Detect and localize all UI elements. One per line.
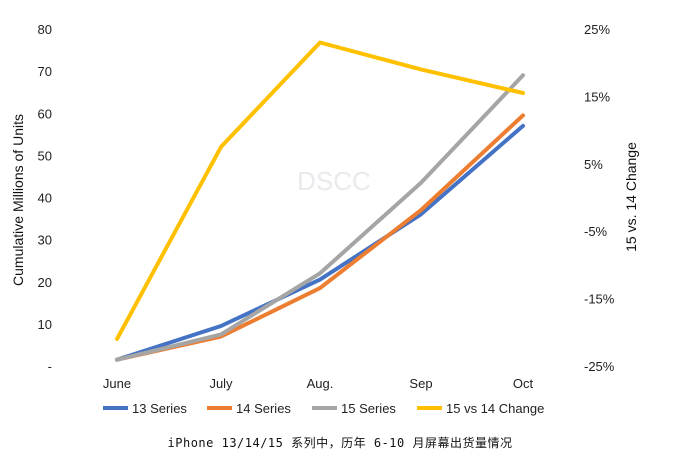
chart-caption: iPhone 13/14/15 系列中，历年 6-10 月屏幕出货量情况 bbox=[167, 436, 513, 450]
left-tick-label: 80 bbox=[38, 22, 52, 37]
x-tick-label: June bbox=[103, 376, 131, 391]
right-tick-label: -25% bbox=[584, 359, 615, 374]
right-tick-label: -5% bbox=[584, 224, 608, 239]
series-lines bbox=[115, 40, 525, 362]
left-tick-label: 60 bbox=[38, 106, 52, 121]
right-tick-label: -15% bbox=[584, 292, 615, 307]
chart: DSCC - 10 20 30 40 50 60 70 80 -25% -15% -5% 5% 15% 2… bbox=[10, 22, 639, 416]
x-tick-label: Sep bbox=[409, 376, 432, 391]
x-axis-ticks: June July Aug. Sep Oct bbox=[103, 376, 534, 391]
left-tick-label: 10 bbox=[38, 317, 52, 332]
watermark: DSCC bbox=[297, 166, 371, 196]
left-axis-title: Cumulative Millions of Units bbox=[10, 114, 26, 286]
legend-label: 15 Series bbox=[341, 401, 396, 416]
left-axis-ticks: - 10 20 30 40 50 60 70 80 bbox=[38, 22, 52, 374]
right-tick-label: 15% bbox=[584, 89, 610, 104]
legend-label: 15 vs 14 Change bbox=[446, 401, 544, 416]
legend-label: 13 Series bbox=[132, 401, 187, 416]
legend-label: 14 Series bbox=[236, 401, 291, 416]
series-line-13-series bbox=[115, 123, 525, 362]
left-tick-label: - bbox=[48, 359, 52, 374]
right-tick-label: 25% bbox=[584, 22, 610, 37]
right-tick-label: 5% bbox=[584, 157, 603, 172]
series-line-15-vs-14-change bbox=[115, 40, 525, 341]
series-line-14-series bbox=[115, 113, 525, 362]
left-tick-label: 20 bbox=[38, 275, 52, 290]
left-tick-label: 40 bbox=[38, 191, 52, 206]
series-line-15-series bbox=[115, 73, 525, 362]
legend: 13 Series 14 Series 15 Series 15 vs 14 Chan… bbox=[103, 401, 544, 416]
x-tick-label: Oct bbox=[513, 376, 534, 391]
x-tick-label: July bbox=[209, 376, 233, 391]
left-tick-label: 50 bbox=[38, 148, 52, 163]
left-tick-label: 70 bbox=[38, 64, 52, 79]
left-tick-label: 30 bbox=[38, 233, 52, 248]
x-tick-label: Aug. bbox=[307, 376, 334, 391]
right-axis-ticks: -25% -15% -5% 5% 15% 25% bbox=[584, 22, 615, 374]
right-axis-title: 15 vs. 14 Change bbox=[623, 142, 639, 252]
